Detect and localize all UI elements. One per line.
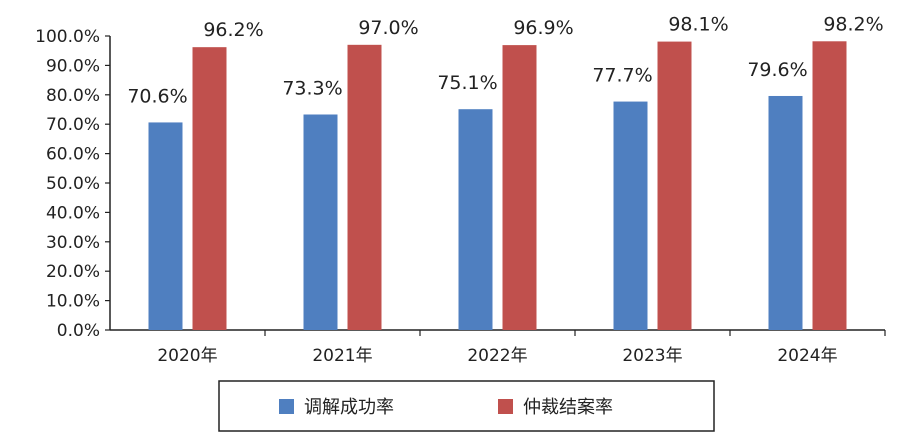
bar-mediation [768,95,803,330]
y-tick-label: 60.0% [46,145,100,165]
x-tick-label: 2020年 [157,346,217,366]
data-label: 73.3% [282,77,342,99]
data-labels-group: 70.6% 96.2% 73.3% 97.0% 75.1% 96.9% 77.7% 98.1%… [127,13,883,107]
y-tick-label: 40.0% [46,203,100,223]
x-tick-label: 2021年 [312,346,372,366]
legend-label: 仲裁结案率 [523,397,613,418]
legend-box [218,380,715,432]
data-label: 96.9% [513,17,573,39]
bar-arbitration [192,47,227,331]
bar-mediation [148,122,183,330]
bar-arbitration [812,41,847,331]
data-label: 77.7% [592,65,652,87]
bar-mediation [458,109,493,331]
bar-mediation [303,114,338,330]
bars-group [148,41,847,331]
data-label: 75.1% [437,72,497,94]
bar-arbitration [347,44,382,330]
x-tick-label: 2024年 [777,346,837,366]
y-tick-label: 0.0% [57,321,100,341]
y-tick-label: 90.0% [46,56,100,76]
data-label: 79.6% [747,59,807,81]
y-tick-label: 50.0% [46,174,100,194]
y-tick-label: 70.0% [46,115,100,135]
legend-swatch [498,399,513,414]
legend-label: 调解成功率 [304,397,394,418]
data-label: 98.1% [668,14,728,36]
legend-swatch [279,399,294,414]
y-tick-label: 100.0% [35,27,100,47]
x-tick-label: 2023年 [622,346,682,366]
bar-mediation [613,101,648,330]
axes: 0.0% 10.0% 20.0% 30.0% 40.0% 50.0% 60.0% 70.0% 8… [35,27,886,366]
data-label: 70.6% [127,85,187,107]
legend: 调解成功率 仲裁结案率 [218,380,715,432]
y-tick-label: 20.0% [46,262,100,282]
y-tick-label: 10.0% [46,292,100,312]
y-tick-label: 30.0% [46,233,100,253]
data-label: 97.0% [358,17,418,39]
data-label: 98.2% [823,13,883,35]
y-tick-label: 80.0% [46,86,100,106]
data-label: 96.2% [203,19,263,41]
x-tick-label: 2022年 [467,346,527,366]
bar-arbitration [657,41,692,330]
bar-arbitration [502,45,537,330]
